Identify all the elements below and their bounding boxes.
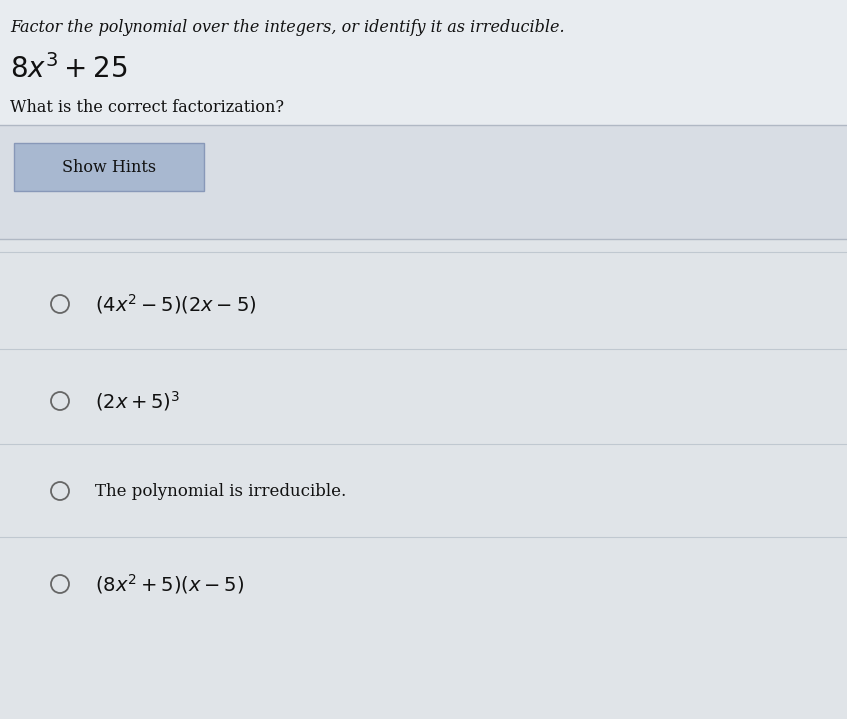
FancyBboxPatch shape	[0, 239, 847, 719]
Text: What is the correct factorization?: What is the correct factorization?	[10, 99, 284, 116]
Text: $\left(2x+5\right)^3$: $\left(2x+5\right)^3$	[95, 389, 180, 413]
Text: $\left(8x^2+5\right)\left(x-5\right)$: $\left(8x^2+5\right)\left(x-5\right)$	[95, 572, 244, 596]
Text: The polynomial is irreducible.: The polynomial is irreducible.	[95, 482, 346, 500]
FancyBboxPatch shape	[14, 143, 204, 191]
Text: Show Hints: Show Hints	[62, 158, 156, 175]
Text: $8x^3+25$: $8x^3+25$	[10, 54, 128, 84]
FancyBboxPatch shape	[0, 125, 847, 239]
Text: $\left(4x^2-5\right)\left(2x-5\right)$: $\left(4x^2-5\right)\left(2x-5\right)$	[95, 292, 257, 316]
Text: Factor the polynomial over the integers, or identify it as irreducible.: Factor the polynomial over the integers,…	[10, 19, 565, 36]
